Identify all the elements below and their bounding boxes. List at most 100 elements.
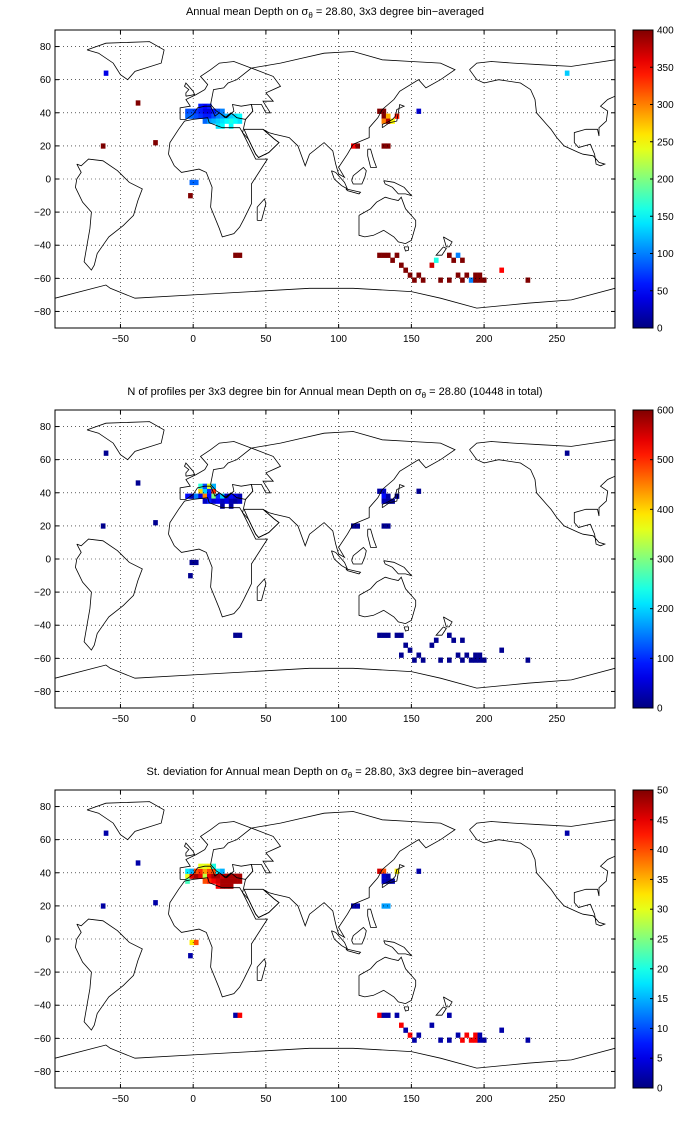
coastline — [55, 801, 615, 1088]
data-cell — [207, 873, 212, 879]
data-cell — [451, 257, 457, 263]
data-cell — [473, 652, 478, 658]
data-cell — [228, 878, 234, 884]
data-cell — [420, 277, 426, 283]
coastline-path — [469, 819, 615, 927]
coastline-path — [358, 576, 417, 625]
data-cell — [403, 1027, 409, 1033]
data-cell — [390, 878, 395, 884]
panel-profile-count: N of profiles per 3x3 degree bin for Ann… — [0, 380, 696, 760]
data-cell — [477, 272, 483, 278]
data-cell — [220, 113, 225, 119]
data-cell — [220, 123, 225, 129]
data-cell — [207, 488, 212, 494]
coastline-path — [351, 166, 367, 185]
data-cell — [399, 652, 404, 658]
data-cell — [381, 113, 387, 119]
coastline-path — [381, 103, 406, 129]
data-cell — [464, 272, 470, 278]
data-cell — [207, 493, 212, 499]
data-cell — [433, 637, 439, 643]
data-cell — [385, 113, 391, 119]
coastline-path — [168, 497, 269, 618]
data-cell — [412, 277, 417, 283]
x-tick-label: 150 — [403, 1094, 420, 1105]
x-tick-label: −50 — [112, 714, 129, 725]
data-cell — [215, 493, 221, 499]
y-tick-label: 60 — [40, 455, 52, 466]
data-cell — [185, 113, 190, 119]
coastline — [55, 41, 615, 328]
x-tick-label: 150 — [403, 334, 420, 345]
colorbar-tick-label: 30 — [657, 905, 669, 916]
data-cell — [473, 657, 478, 663]
data-cell — [211, 873, 217, 879]
data-cell — [403, 642, 409, 648]
data-cell — [464, 1032, 470, 1038]
data-cell — [447, 277, 452, 283]
data-cell — [185, 868, 190, 874]
data-cell — [473, 277, 478, 283]
data-cell — [377, 108, 382, 114]
colorbar-tick-label: 300 — [657, 100, 674, 111]
y-tick-label: −60 — [34, 274, 51, 285]
coastline-path — [443, 616, 453, 628]
coastline-path — [55, 664, 615, 708]
colorbar-tick-label: 500 — [657, 455, 674, 466]
y-tick-label: 0 — [45, 555, 51, 566]
coastline-path — [243, 128, 280, 158]
panel-annual-mean-depth: Annual mean Depth on σθ = 28.80, 3x3 deg… — [0, 0, 696, 380]
data-cell — [390, 257, 395, 263]
data-cell — [237, 252, 243, 258]
data-cell — [228, 873, 234, 879]
data-cell — [447, 252, 452, 258]
data-cell — [381, 498, 387, 504]
data-cell — [564, 450, 570, 456]
data-cell — [525, 1037, 531, 1043]
data-cell — [198, 868, 203, 874]
data-cell — [460, 277, 465, 283]
x-tick-label: 200 — [476, 1094, 493, 1105]
coastline-path — [345, 948, 362, 955]
data-cell — [211, 108, 217, 114]
coastline-path — [443, 996, 453, 1008]
colorbar-tick-label: 150 — [657, 212, 674, 223]
coastline-path — [358, 956, 417, 1005]
data-cell — [220, 883, 225, 889]
data-cell — [103, 450, 109, 456]
data-cell — [455, 272, 461, 278]
x-tick-label: 250 — [548, 1094, 565, 1105]
data-cell — [429, 642, 435, 648]
data-cell — [525, 657, 531, 663]
coastline-path — [381, 483, 406, 509]
data-cell — [198, 103, 203, 109]
data-cell — [189, 108, 195, 114]
data-cell — [233, 498, 238, 504]
y-tick-label: 80 — [40, 802, 52, 813]
data-cell — [385, 143, 391, 149]
data-cell — [460, 657, 465, 663]
data-cell — [499, 1027, 505, 1033]
coastline-path — [351, 546, 367, 565]
grid — [55, 410, 615, 708]
x-tick-label: 100 — [330, 714, 347, 725]
y-tick-label: 40 — [40, 488, 52, 499]
y-tick-label: 80 — [40, 422, 52, 433]
data-cell — [381, 868, 387, 874]
data-cell — [202, 108, 208, 114]
coastline-path — [168, 877, 269, 998]
data-cell — [390, 498, 395, 504]
data-cell — [185, 108, 190, 114]
chart-title: St. deviation for Annual mean Depth on σ… — [146, 766, 524, 781]
data-cell — [381, 493, 387, 499]
coastline-path — [86, 801, 165, 841]
data-cell — [394, 493, 400, 499]
data-cell — [224, 878, 230, 884]
coastline-path — [435, 246, 447, 256]
colorbar-tick-label: 0 — [657, 324, 663, 335]
colorbar-tick-label: 50 — [657, 786, 669, 797]
coastline-path — [443, 236, 453, 248]
colorbar-tick-label: 0 — [657, 1084, 663, 1095]
data-cell — [215, 118, 221, 124]
colorbar-tick-label: 250 — [657, 137, 674, 148]
